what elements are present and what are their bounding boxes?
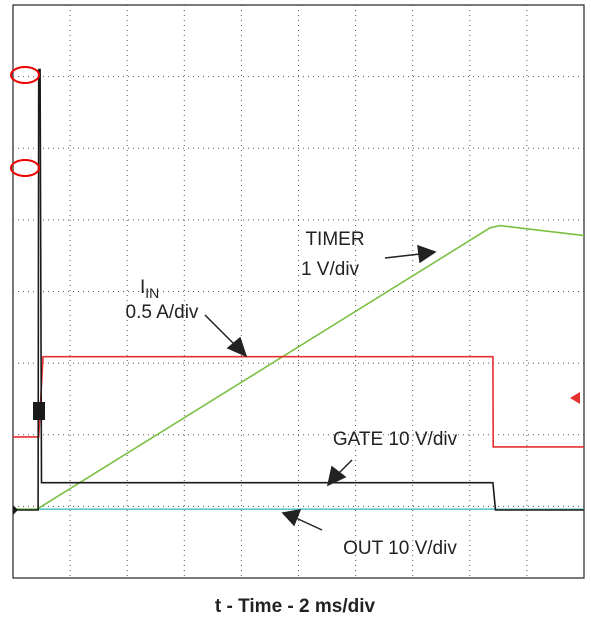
annotation-subscript: IN [145,285,159,301]
trace [13,68,584,511]
x-axis-label: t - Time - 2 ms/div [215,596,376,617]
traces [13,68,585,511]
annotation: TIMER [305,229,364,250]
annotation: GATE 10 V/div [333,429,458,450]
channel-marker [570,392,580,404]
annotation: 0.5 A/div [126,302,199,323]
arrows [204,244,437,531]
trigger-marker [33,402,45,420]
channel-marker [13,505,18,515]
trace [13,355,584,448]
trace [13,224,585,510]
annotation: OUT 10 V/div [343,538,457,559]
grid [13,5,584,578]
annotation: IIN [140,277,159,301]
annotation-main: I [140,277,145,298]
annotation: 1 V/div [301,259,360,280]
highlight-circle [10,66,40,84]
highlight-circle [10,159,40,177]
